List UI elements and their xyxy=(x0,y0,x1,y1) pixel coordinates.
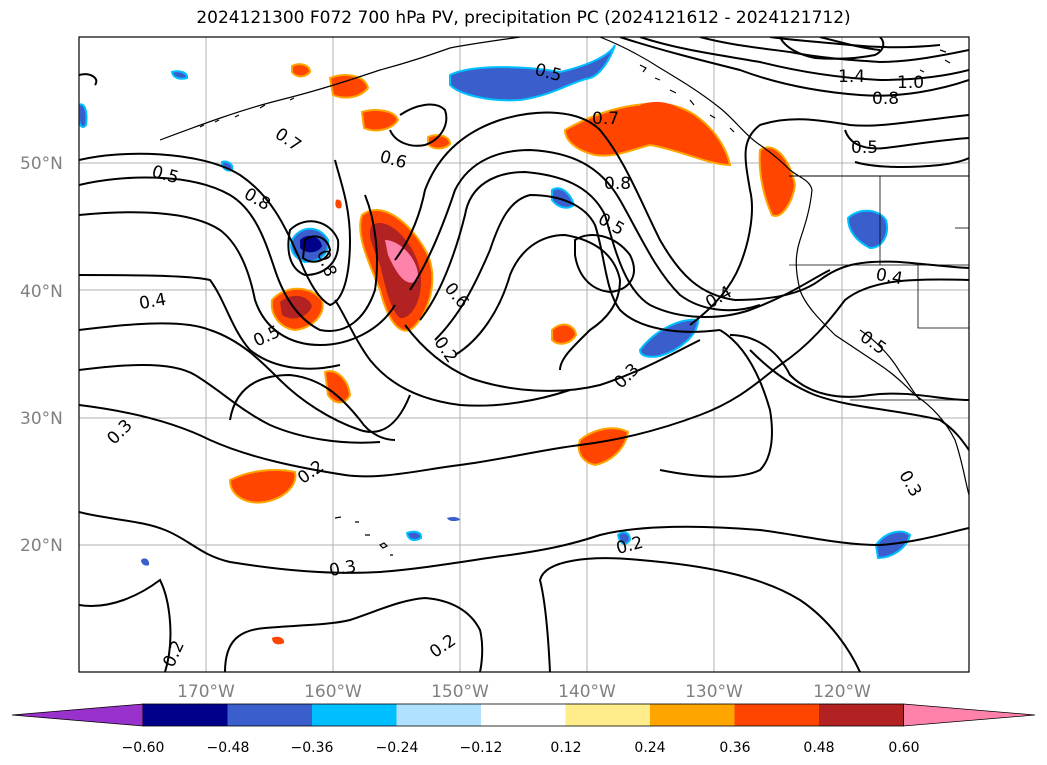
colorbar-segment xyxy=(481,704,566,726)
lon-label: 160°W xyxy=(304,682,362,702)
colorbar-outline xyxy=(142,703,904,727)
lat-label: 20°N xyxy=(20,536,63,556)
longitude-labels: 170°W 160°W 150°W 140°W 130°W 120°W xyxy=(177,682,871,702)
colorbar-tick-label: 0.48 xyxy=(803,740,834,756)
colorbar-tick-label: −0.36 xyxy=(291,740,334,756)
colorbar-segment xyxy=(227,704,313,726)
lon-label: 170°W xyxy=(177,682,235,702)
lat-label: 50°N xyxy=(20,154,63,174)
colorbar-segment xyxy=(396,704,482,726)
contour-label: 0.8 xyxy=(872,89,899,109)
precip-negative-shading xyxy=(79,44,912,566)
colorbar-segment xyxy=(143,704,228,726)
lon-label: 150°W xyxy=(431,682,489,702)
colorbar-extend-high xyxy=(903,703,1036,727)
precip-positive-shading xyxy=(228,63,797,645)
colorbar-segment xyxy=(565,704,651,726)
contour-label: 0.3 xyxy=(328,557,358,581)
lon-label: 130°W xyxy=(685,682,743,702)
colorbar-tick-label: 0.12 xyxy=(550,740,581,756)
contour-label: 0.4 xyxy=(138,290,168,314)
colorbar-tick-label: −0.24 xyxy=(376,740,419,756)
lon-label: 140°W xyxy=(558,682,616,702)
colorbar-tick-label: 0.60 xyxy=(888,740,919,756)
contour-label: 1.0 xyxy=(897,73,924,93)
contour-label: 1.4 xyxy=(838,67,865,87)
colorbar-segment xyxy=(819,704,904,726)
colorbar-segment xyxy=(734,704,820,726)
colorbar-extend-low xyxy=(11,703,144,727)
colorbar-tick-label: 0.36 xyxy=(719,740,750,756)
map-area xyxy=(79,37,969,672)
colorbar xyxy=(11,703,1036,727)
contour-label: 0.5 xyxy=(851,138,878,158)
contour-label: 0.7 xyxy=(592,109,619,129)
pv-contours xyxy=(79,37,969,672)
lat-label: 30°N xyxy=(20,409,63,429)
colorbar-segment xyxy=(650,704,735,726)
contour-label: 0.8 xyxy=(604,174,631,194)
colorbar-tick-label: −0.60 xyxy=(122,740,165,756)
colorbar-ticks: −0.60 −0.48 −0.36 −0.24 −0.12 0.12 0.24 … xyxy=(122,740,920,756)
map-title: 2024121300 F072 700 hPa PV, precipitatio… xyxy=(196,8,851,28)
colorbar-tick-label: 0.24 xyxy=(634,740,665,756)
contour-label: 0.4 xyxy=(874,265,904,289)
colorbar-segment xyxy=(312,704,397,726)
colorbar-tick-label: −0.48 xyxy=(207,740,250,756)
lon-label: 120°W xyxy=(813,682,871,702)
colorbar-tick-label: −0.12 xyxy=(460,740,503,756)
latitude-labels: 50°N 40°N 30°N 20°N xyxy=(20,154,63,556)
lat-label: 40°N xyxy=(20,282,63,302)
map-border xyxy=(78,36,970,673)
